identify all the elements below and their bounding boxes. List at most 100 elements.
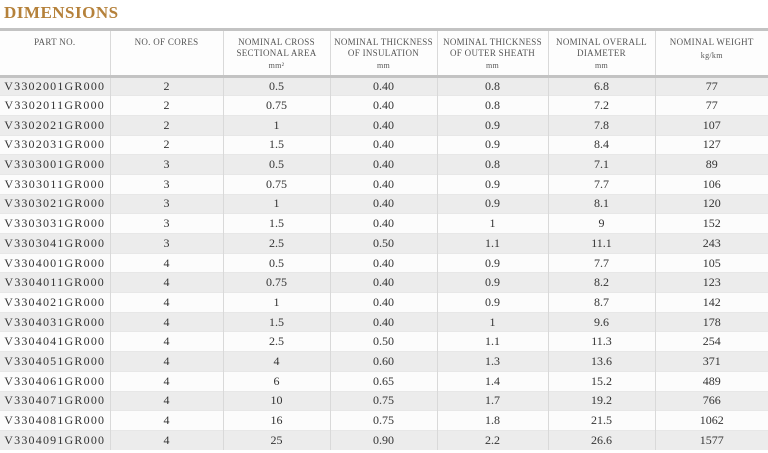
table-body: V3302001GR000 2 0.5 0.40 0.8 6.8 77 V3302011GR0… [0,76,768,451]
value-cell: 1 [222,193,330,214]
value-cell: 1.7 [436,390,548,411]
table-row: V3303031GR000 3 1.5 0.40 1 9 152 [0,213,768,234]
value-cell: 1.4 [436,370,548,391]
value-cell: 254 [654,331,768,352]
value-cell: 152 [654,213,768,234]
value-cell: 0.40 [329,311,437,332]
value-cell: 3 [109,173,223,195]
value-cell: 1.5 [222,311,330,332]
value-cell: 9 [547,213,655,234]
value-cell: 0.75 [329,390,437,411]
value-cell: 7.1 [547,154,655,175]
value-cell: 0.40 [329,154,437,175]
column-header-unit: mm [485,61,500,70]
value-cell: 15.2 [547,370,655,391]
table-row: V3304071GR000 4 10 0.75 1.7 19.2 766 [0,390,768,411]
value-cell: 0.40 [329,272,437,293]
value-cell: 0.40 [329,173,437,195]
value-cell: 7.2 [547,95,655,116]
value-cell: 1 [436,311,548,332]
value-cell: 1062 [654,410,768,431]
value-cell: 19.2 [547,390,655,411]
value-cell: 0.40 [329,292,437,313]
part-no-cell: V3303011GR000 [0,173,110,195]
table-row: V3302011GR000 2 0.75 0.40 0.8 7.2 77 [0,95,768,116]
value-cell: 1577 [654,429,768,451]
value-cell: 8.7 [547,292,655,313]
column-header-part-no: PART NO. [0,29,110,78]
part-no-cell: V3302011GR000 [0,95,110,116]
value-cell: 0.40 [329,193,437,214]
value-cell: 1 [222,114,330,136]
table-row: V3304091GR000 4 25 0.90 2.2 26.6 1577 [0,429,768,451]
column-header-unit: mm [376,61,391,70]
part-no-cell: V3302021GR000 [0,114,110,136]
table-row: V3304001GR000 4 0.5 0.40 0.9 7.7 105 [0,252,768,273]
value-cell: 1 [436,213,548,234]
column-header-cross-sectional-area: NOMINAL CROSS SECTIONAL AREA mm² [222,29,330,78]
value-cell: 4 [109,311,223,332]
value-cell: 10 [222,390,330,411]
part-no-cell: V3303001GR000 [0,154,110,175]
value-cell: 25 [222,429,330,451]
value-cell: 2.5 [222,331,330,352]
value-cell: 0.65 [329,370,437,391]
value-cell: 0.40 [329,114,437,136]
value-cell: 142 [654,292,768,313]
value-cell: 0.8 [436,95,548,116]
table-row: V3304051GR000 4 4 0.60 1.3 13.6 371 [0,351,768,372]
value-cell: 0.40 [329,95,437,116]
value-cell: 2.2 [436,429,548,451]
value-cell: 4 [109,351,223,372]
table-header: PART NO. NO. OF CORES NOMINAL CROSS SECT… [0,29,768,78]
value-cell: 0.60 [329,351,437,372]
value-cell: 2 [109,134,223,155]
value-cell: 0.75 [222,95,330,116]
value-cell: 0.40 [329,252,437,273]
table-row: V3304011GR000 4 0.75 0.40 0.9 8.2 123 [0,272,768,293]
column-header-unit: mm [594,61,609,70]
table-row: V3304061GR000 4 6 0.65 1.4 15.2 489 [0,370,768,391]
value-cell: 13.6 [547,351,655,372]
column-header-label: NOMINAL WEIGHT [669,37,754,47]
part-no-cell: V3304021GR000 [0,292,110,313]
part-no-cell: V3304051GR000 [0,351,110,372]
part-no-cell: V3304081GR000 [0,410,110,431]
table-row: V3304041GR000 4 2.5 0.50 1.1 11.3 254 [0,331,768,352]
value-cell: 0.5 [222,76,330,96]
value-cell: 9.6 [547,311,655,332]
table-row: V3304031GR000 4 1.5 0.40 1 9.6 178 [0,311,768,332]
column-header-overall-diameter: NOMINAL OVERALL DIAMETER mm [547,29,655,78]
header-row: PART NO. NO. OF CORES NOMINAL CROSS SECT… [0,29,768,78]
value-cell: 178 [654,311,768,332]
column-header-label: PART NO. [34,37,76,47]
value-cell: 0.9 [436,173,548,195]
column-header-no-of-cores: NO. OF CORES [109,29,223,78]
part-no-cell: V3304001GR000 [0,252,110,273]
value-cell: 89 [654,154,768,175]
value-cell: 120 [654,193,768,214]
value-cell: 7.7 [547,252,655,273]
value-cell: 0.9 [436,134,548,155]
value-cell: 0.9 [436,193,548,214]
value-cell: 106 [654,173,768,195]
value-cell: 4 [109,429,223,451]
value-cell: 1.8 [436,410,548,431]
value-cell: 0.75 [222,173,330,195]
table-row: V3302001GR000 2 0.5 0.40 0.8 6.8 77 [0,76,768,96]
part-no-cell: V3304071GR000 [0,390,110,411]
value-cell: 2 [109,95,223,116]
value-cell: 0.75 [222,272,330,293]
value-cell: 11.1 [547,233,655,254]
value-cell: 2 [109,76,223,96]
value-cell: 1.5 [222,213,330,234]
value-cell: 0.9 [436,114,548,136]
value-cell: 2.5 [222,233,330,254]
table-row: V3303021GR000 3 1 0.40 0.9 8.1 120 [0,193,768,214]
part-no-cell: V3304011GR000 [0,272,110,293]
value-cell: 0.9 [436,252,548,273]
table-row: V3302031GR000 2 1.5 0.40 0.9 8.4 127 [0,134,768,155]
value-cell: 4 [109,292,223,313]
value-cell: 4 [109,331,223,352]
